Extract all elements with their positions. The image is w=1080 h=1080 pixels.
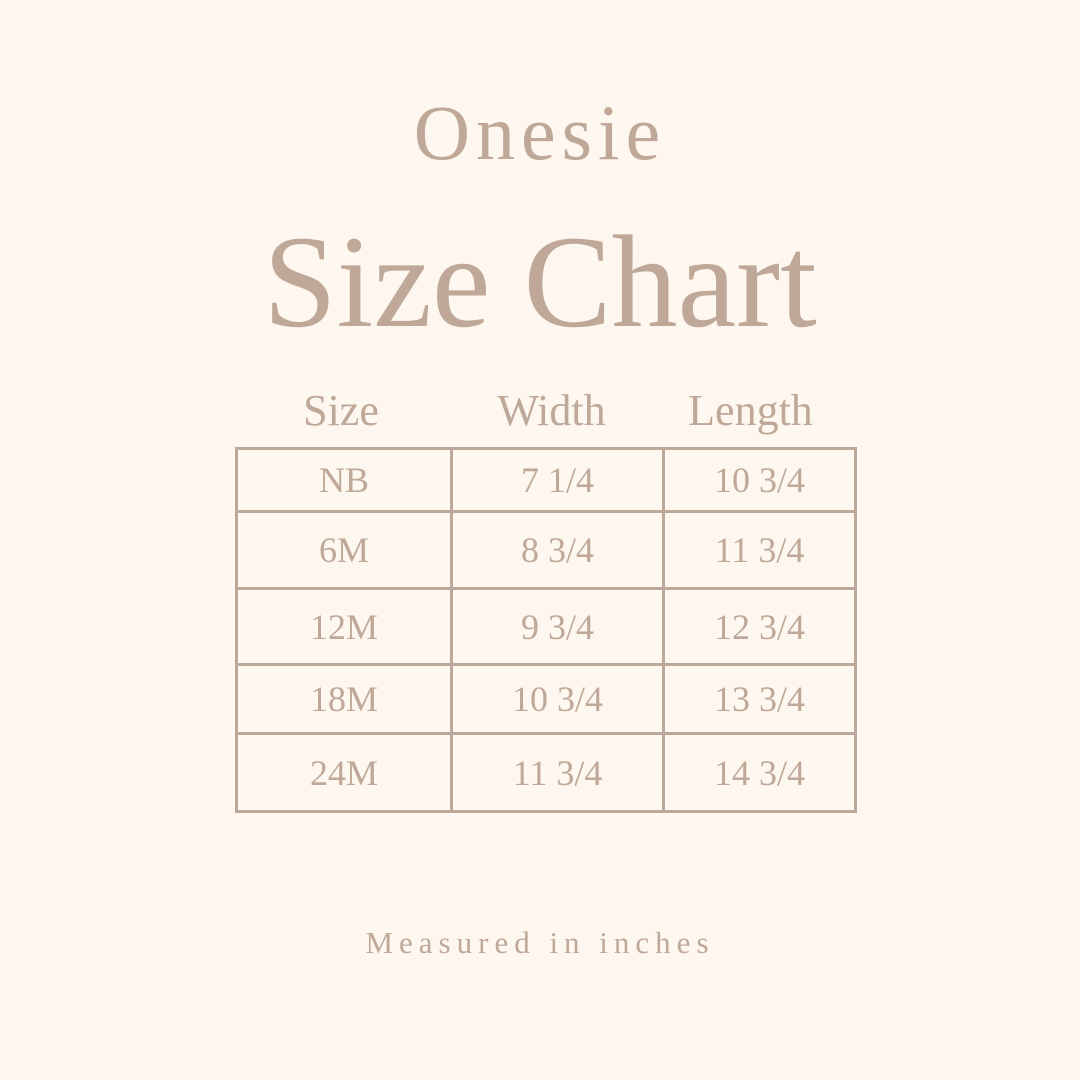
table-cell: 7 1/4 bbox=[450, 447, 665, 513]
subtitle: Onesie bbox=[413, 89, 667, 176]
table-cell: 8 3/4 bbox=[450, 510, 665, 590]
size-table: NB 7 1/4 10 3/4 6M 8 3/4 11 3/4 12M 9 3/4 12 3/4… bbox=[235, 447, 857, 813]
table-row: 12M 9 3/4 12 3/4 bbox=[235, 587, 857, 666]
table-cell: 14 3/4 bbox=[662, 732, 857, 813]
table-cell: 12M bbox=[235, 587, 453, 666]
column-header-length: Length bbox=[688, 386, 813, 435]
column-header-size: Size bbox=[303, 386, 379, 435]
table-cell: 18M bbox=[235, 663, 453, 735]
table-cell: 13 3/4 bbox=[662, 663, 857, 735]
table-cell: 11 3/4 bbox=[662, 510, 857, 590]
table-cell: 10 3/4 bbox=[450, 663, 665, 735]
table-cell: 24M bbox=[235, 732, 453, 813]
table-cell: 9 3/4 bbox=[450, 587, 665, 666]
table-row: 18M 10 3/4 13 3/4 bbox=[235, 663, 857, 735]
column-header-width: Width bbox=[497, 386, 606, 435]
table-row: NB 7 1/4 10 3/4 bbox=[235, 447, 857, 513]
table-row: 6M 8 3/4 11 3/4 bbox=[235, 510, 857, 590]
table-cell: 12 3/4 bbox=[662, 587, 857, 666]
table-cell: 6M bbox=[235, 510, 453, 590]
table-cell: 10 3/4 bbox=[662, 447, 857, 513]
table-cell: NB bbox=[235, 447, 453, 513]
page-title: Size Chart bbox=[263, 208, 817, 355]
table-row: 24M 11 3/4 14 3/4 bbox=[235, 732, 857, 813]
footer-note: Measured in inches bbox=[365, 925, 715, 960]
table-cell: 11 3/4 bbox=[450, 732, 665, 813]
